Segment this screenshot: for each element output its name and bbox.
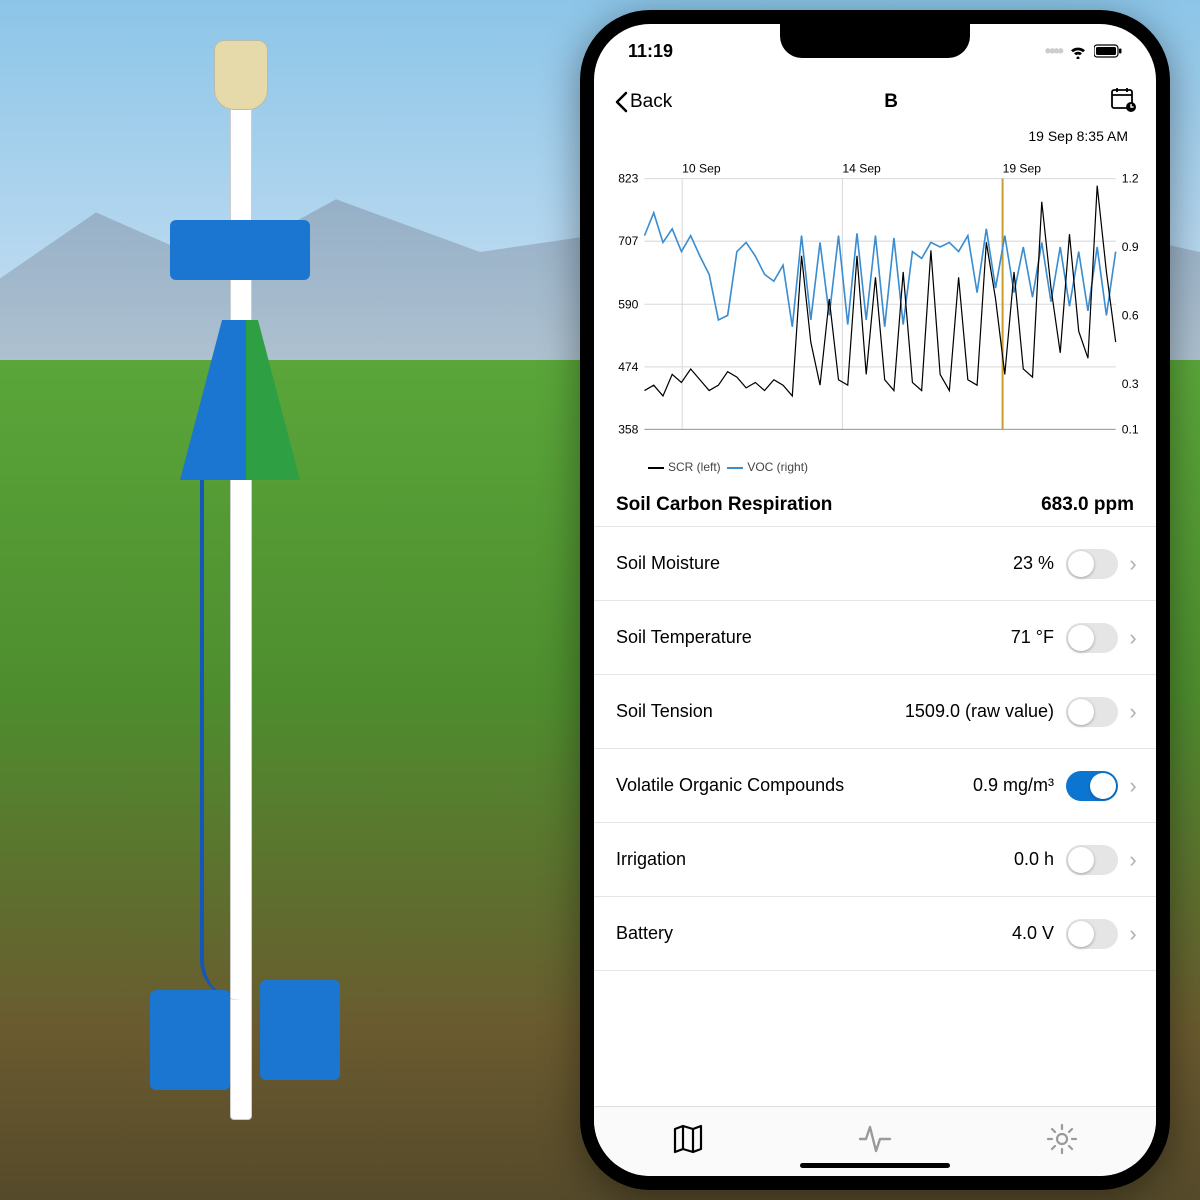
metric-toggle[interactable] (1066, 845, 1118, 875)
chevron-right-icon: › (1124, 773, 1142, 799)
chevron-right-icon: › (1124, 551, 1142, 577)
battery-icon (1094, 44, 1122, 58)
chart-legend: SCR (left) VOC (right) (600, 458, 1146, 480)
metric-row[interactable]: Irrigation0.0 h › (594, 823, 1156, 897)
chevron-right-icon: › (1124, 921, 1142, 947)
svg-text:10 Sep: 10 Sep (682, 162, 721, 176)
chevron-right-icon: › (1124, 847, 1142, 873)
calendar-icon (1110, 86, 1136, 112)
svg-text:474: 474 (618, 360, 638, 374)
selected-metric-value: 683.0 ppm (1041, 494, 1134, 516)
tab-map[interactable] (670, 1121, 706, 1162)
metrics-list: Soil Carbon Respiration 683.0 ppm Soil M… (594, 480, 1156, 1106)
metric-label: Battery (616, 923, 1012, 944)
metric-row[interactable]: Battery4.0 V › (594, 897, 1156, 971)
map-icon (670, 1121, 706, 1157)
phone-frame: 11:19 •••• Back B 19 Sep 8:35 AM (580, 10, 1170, 1190)
wifi-icon (1068, 43, 1088, 59)
calendar-button[interactable] (1110, 86, 1136, 118)
svg-text:1.2: 1.2 (1122, 172, 1139, 186)
tab-activity[interactable] (857, 1121, 893, 1162)
chevron-right-icon: › (1124, 625, 1142, 651)
status-icons: •••• (1045, 41, 1122, 62)
metric-value: 0.0 h (1014, 849, 1054, 870)
metric-toggle[interactable] (1066, 697, 1118, 727)
chevron-right-icon: › (1124, 699, 1142, 725)
metric-toggle[interactable] (1066, 623, 1118, 653)
phone-notch (780, 24, 970, 58)
metric-row[interactable]: Soil Moisture23 % › (594, 527, 1156, 601)
metric-label: Soil Temperature (616, 627, 1011, 648)
svg-text:590: 590 (618, 297, 638, 311)
timestamp: 19 Sep 8:35 AM (594, 126, 1156, 148)
svg-text:14 Sep: 14 Sep (842, 162, 881, 176)
svg-text:707: 707 (618, 234, 638, 248)
chevron-left-icon (614, 91, 628, 113)
nav-header: Back B (594, 78, 1156, 126)
metric-row[interactable]: Soil Tension1509.0 (raw value) › (594, 675, 1156, 749)
svg-text:823: 823 (618, 172, 638, 186)
svg-text:0.1: 0.1 (1122, 422, 1139, 436)
metric-toggle[interactable] (1066, 919, 1118, 949)
sensor-enclosure (170, 220, 310, 280)
svg-text:0.6: 0.6 (1122, 308, 1139, 322)
home-indicator[interactable] (800, 1163, 950, 1168)
metric-value: 1509.0 (raw value) (905, 701, 1054, 722)
selected-metric-header: Soil Carbon Respiration 683.0 ppm (594, 480, 1156, 527)
tab-settings[interactable] (1044, 1121, 1080, 1162)
activity-icon (857, 1121, 893, 1157)
metric-row[interactable]: Soil Temperature71 °F › (594, 601, 1156, 675)
sensor-chart: 358 474 590 707 823 0.1 0.3 0.6 0.9 1.2 10 Sep 14 S… (600, 148, 1146, 458)
sensor-antenna (214, 40, 268, 110)
metric-value: 23 % (1013, 553, 1054, 574)
chart-area[interactable]: 358 474 590 707 823 0.1 0.3 0.6 0.9 1.2 10 Sep 14 S… (594, 148, 1156, 480)
metric-value: 4.0 V (1012, 923, 1054, 944)
svg-text:358: 358 (618, 422, 638, 436)
sensor-base (150, 980, 340, 1100)
back-button[interactable]: Back (614, 91, 672, 113)
metric-value: 71 °F (1011, 627, 1054, 648)
page-title: B (884, 91, 898, 113)
metric-value: 0.9 mg/m³ (973, 775, 1054, 796)
metric-toggle[interactable] (1066, 771, 1118, 801)
back-label: Back (630, 91, 672, 113)
svg-text:0.3: 0.3 (1122, 377, 1139, 391)
selected-metric-label: Soil Carbon Respiration (616, 494, 832, 516)
svg-text:0.9: 0.9 (1122, 240, 1139, 254)
svg-text:19 Sep: 19 Sep (1003, 162, 1042, 176)
status-time: 11:19 (628, 41, 673, 62)
cellular-icon: •••• (1045, 41, 1062, 62)
metric-label: Irrigation (616, 849, 1014, 870)
metric-toggle[interactable] (1066, 549, 1118, 579)
metric-label: Volatile Organic Compounds (616, 775, 973, 796)
metric-label: Soil Moisture (616, 553, 1013, 574)
sensor-wire (200, 480, 260, 1000)
gear-icon (1044, 1121, 1080, 1157)
metric-label: Soil Tension (616, 701, 905, 722)
metric-row[interactable]: Volatile Organic Compounds0.9 mg/m³ › (594, 749, 1156, 823)
phone-screen: 11:19 •••• Back B 19 Sep 8:35 AM (594, 24, 1156, 1176)
